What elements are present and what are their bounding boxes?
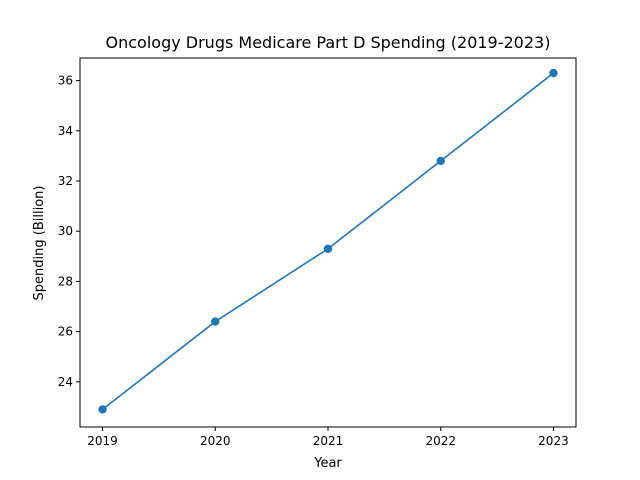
data-point <box>211 317 220 326</box>
y-tick-label: 30 <box>58 224 73 238</box>
x-tick-label: 2023 <box>538 434 569 448</box>
x-tick-label: 2021 <box>313 434 344 448</box>
data-point <box>436 156 445 166</box>
data-point <box>323 244 333 253</box>
y-tick-label: 36 <box>58 74 73 88</box>
x-tick-label: 2019 <box>87 434 118 448</box>
plot-area: 2019 2020 2021 2022 2023 24 26 28 30 32 34 36 <box>58 57 577 448</box>
y-tick-label: 34 <box>58 124 73 138</box>
y-tick-label: 32 <box>58 174 73 188</box>
y-tick-label: 26 <box>58 325 73 339</box>
chart-title: Oncology Drugs Medicare Part D Spending … <box>106 33 551 52</box>
x-tick-label: 2022 <box>425 434 456 448</box>
y-tick-label: 28 <box>58 274 73 288</box>
data-point <box>549 68 558 78</box>
y-axis-label: Spending (Billion) <box>32 186 47 301</box>
x-tick-label: 2020 <box>200 434 231 448</box>
y-tick-label: 24 <box>58 375 73 389</box>
x-axis-label: Year <box>313 456 342 471</box>
data-point <box>98 405 107 414</box>
